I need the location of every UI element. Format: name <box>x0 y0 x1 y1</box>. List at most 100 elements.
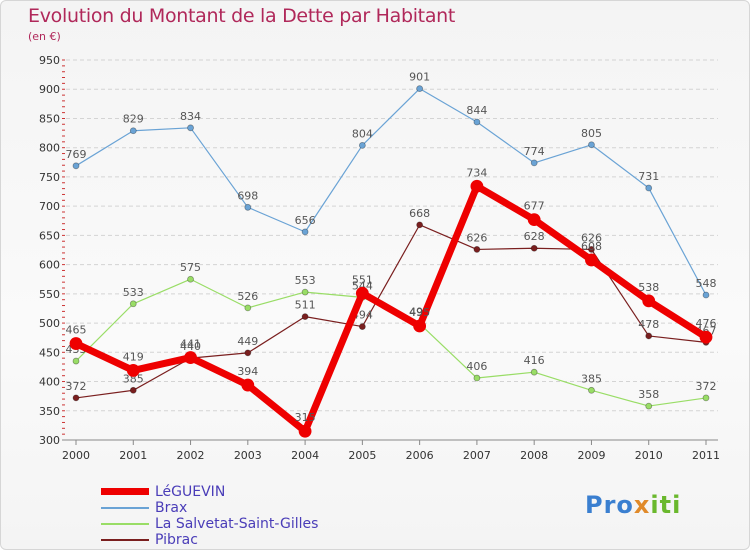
data-point-brax <box>129 127 137 135</box>
legend-label-la-salvetat: La Salvetat-Saint-Gilles <box>155 516 319 532</box>
data-point-l-guevin <box>184 351 197 364</box>
y-tick-label: 450 <box>39 346 60 359</box>
series-line-la-salvetat-saint-gilles <box>75 278 707 407</box>
data-label-la-salvetat-saint-gilles: 553 <box>295 274 316 287</box>
data-point-pibrac <box>244 349 252 357</box>
data-label-brax: 834 <box>180 110 201 123</box>
data-point-l-guevin <box>470 179 484 193</box>
data-point-brax <box>301 228 309 236</box>
data-point-brax <box>473 118 481 126</box>
legend-swatch-pibrac <box>101 539 149 541</box>
x-tick-label: 2011 <box>692 449 720 462</box>
data-point-pibrac <box>416 221 424 229</box>
data-point-brax <box>588 141 595 149</box>
y-tick-label: 850 <box>39 112 60 125</box>
y-tick-label: 700 <box>39 200 60 213</box>
x-tick-label: 2009 <box>577 449 605 462</box>
data-point-la-salvetat-saint-gilles <box>645 402 653 410</box>
y-tick-label: 350 <box>39 405 60 418</box>
data-label-l-guevin: 465 <box>66 324 87 337</box>
y-tick-label: 600 <box>39 259 60 272</box>
data-point-la-salvetat-saint-gilles <box>187 275 194 283</box>
data-label-la-salvetat-saint-gilles: 372 <box>696 380 717 393</box>
data-point-la-salvetat-saint-gilles <box>72 357 80 365</box>
data-label-l-guevin: 677 <box>524 200 545 213</box>
data-label-l-guevin: 441 <box>180 338 201 351</box>
legend-swatch-leguevin <box>101 488 149 495</box>
y-tick-label: 950 <box>39 54 60 67</box>
data-point-brax <box>645 184 653 192</box>
data-label-brax: 805 <box>581 127 602 140</box>
y-tick-label: 300 <box>39 434 60 447</box>
legend-swatch-la-salvetat <box>101 523 149 525</box>
data-point-brax <box>416 85 424 93</box>
data-point-l-guevin <box>699 330 713 344</box>
y-tick-label: 750 <box>39 171 60 184</box>
data-point-pibrac <box>530 244 538 252</box>
data-point-la-salvetat-saint-gilles <box>244 304 252 312</box>
data-point-pibrac <box>72 394 80 402</box>
data-point-pibrac <box>645 332 653 340</box>
data-label-l-guevin: 538 <box>638 281 659 294</box>
data-label-brax: 656 <box>295 214 316 227</box>
data-label-la-salvetat-saint-gilles: 575 <box>180 261 201 274</box>
data-point-l-guevin <box>585 253 598 267</box>
y-tick-label: 650 <box>39 229 60 242</box>
data-label-la-salvetat-saint-gilles: 416 <box>524 354 545 367</box>
legend-swatch-brax <box>101 507 149 509</box>
data-label-la-salvetat-saint-gilles: 358 <box>638 388 659 401</box>
x-tick-label: 2007 <box>463 449 491 462</box>
data-point-l-guevin <box>298 424 312 438</box>
data-label-pibrac: 478 <box>638 318 659 331</box>
data-label-pibrac: 511 <box>295 299 316 312</box>
data-point-la-salvetat-saint-gilles <box>129 300 137 308</box>
data-point-brax <box>702 291 710 299</box>
data-label-l-guevin: 734 <box>466 166 487 179</box>
x-tick-label: 2001 <box>119 449 147 462</box>
data-label-brax: 548 <box>696 277 717 290</box>
data-label-l-guevin: 419 <box>123 350 144 363</box>
series-line-l-guevin <box>72 182 710 435</box>
y-tick-label: 800 <box>39 142 60 155</box>
data-label-la-salvetat-saint-gilles: 406 <box>466 360 487 373</box>
data-label-pibrac: 668 <box>409 207 430 220</box>
legend-label-brax: Brax <box>155 500 188 516</box>
legend-label-leguevin: LéGUEVIN <box>155 484 226 500</box>
data-point-la-salvetat-saint-gilles <box>702 394 710 402</box>
data-label-l-guevin: 315 <box>295 411 316 424</box>
data-label-pibrac: 628 <box>524 230 545 243</box>
chart-title: Evolution du Montant de la Dette par Hab… <box>28 5 456 27</box>
x-tick-label: 2010 <box>635 449 663 462</box>
data-point-pibrac <box>129 386 137 394</box>
data-label-l-guevin: 551 <box>352 273 373 286</box>
data-label-brax: 844 <box>466 104 487 117</box>
data-point-brax <box>358 141 366 149</box>
data-label-brax: 698 <box>237 189 258 202</box>
data-label-brax: 731 <box>638 170 659 183</box>
data-point-la-salvetat-saint-gilles <box>588 386 595 394</box>
x-tick-label: 2003 <box>234 449 262 462</box>
data-label-la-salvetat-saint-gilles: 526 <box>237 290 258 303</box>
data-label-pibrac: 440 <box>180 340 201 353</box>
data-label-brax: 804 <box>352 127 373 140</box>
data-point-l-guevin <box>355 286 369 300</box>
x-tick-label: 2005 <box>348 449 376 462</box>
data-label-l-guevin: 495 <box>409 306 430 319</box>
data-point-brax <box>72 162 80 170</box>
x-tick-label: 2008 <box>520 449 548 462</box>
data-label-pibrac: 626 <box>466 231 487 244</box>
data-point-brax <box>244 203 252 211</box>
data-label-la-salvetat-saint-gilles: 385 <box>581 372 602 385</box>
data-label-brax: 829 <box>123 113 144 126</box>
data-point-la-salvetat-saint-gilles <box>301 288 309 296</box>
data-label-brax: 774 <box>524 145 545 158</box>
data-point-l-guevin <box>642 294 656 308</box>
y-tick-label: 400 <box>39 376 60 389</box>
proxiti-logo: Proxiti <box>585 491 682 519</box>
y-tick-label: 550 <box>39 288 60 301</box>
x-tick-label: 2004 <box>291 449 319 462</box>
data-label-brax: 769 <box>66 148 87 161</box>
data-label-pibrac: 372 <box>66 380 87 393</box>
data-point-brax <box>187 124 194 132</box>
data-point-l-guevin <box>69 337 83 350</box>
